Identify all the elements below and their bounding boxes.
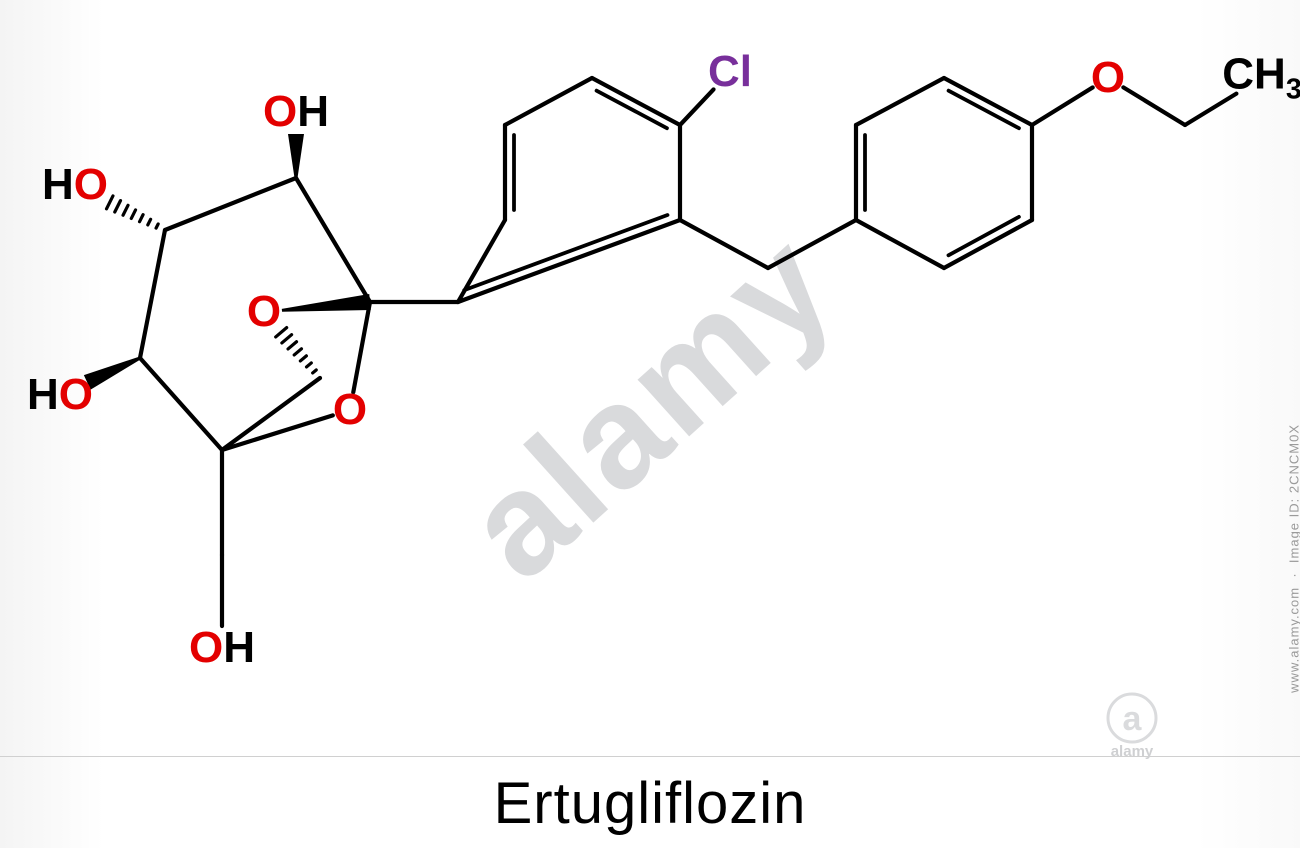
atom-o6: O — [333, 385, 367, 435]
figure-canvas: alamy OOOHOHHOHOClOCH3 Ertugliflozin a a… — [0, 0, 1300, 848]
compound-name: Ertugliflozin — [494, 770, 807, 837]
atom-oh12: HO — [42, 160, 108, 210]
atom-cl: Cl — [708, 47, 752, 97]
atom-oh10: OH — [189, 623, 255, 673]
caption-divider — [0, 756, 1300, 757]
watermark-image-id: www.alamy.com · Image ID: 2CNCM0X — [1287, 424, 1300, 693]
atom-e2: CH3 — [1222, 50, 1300, 107]
atom-oh11: OH — [263, 87, 329, 137]
atom-oh13: HO — [27, 370, 93, 420]
atom-o7: O — [247, 287, 281, 337]
molecule-svg — [0, 0, 1300, 848]
atom-oE: O — [1091, 53, 1125, 103]
